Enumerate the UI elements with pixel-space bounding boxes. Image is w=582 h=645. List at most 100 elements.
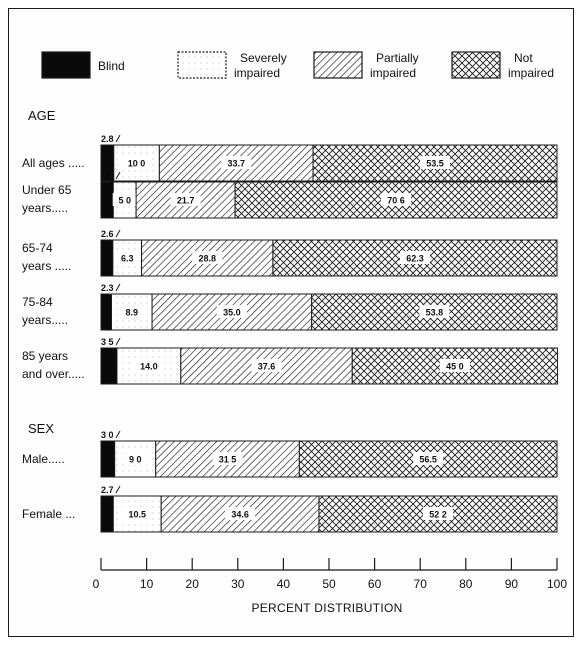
- data-label-severe: 10 0: [128, 159, 146, 169]
- data-label-severe: 9 0: [129, 455, 142, 465]
- x-tick-label: 0: [93, 577, 100, 591]
- data-label-not: 62.3: [406, 254, 424, 264]
- row-label: Under 65: [22, 183, 72, 197]
- bar-row: 75-84 years..... 2.3 8.9 35.0 53.8: [22, 283, 558, 331]
- x-tick-label: 90: [505, 577, 519, 591]
- legend-label-not: impaired: [508, 66, 554, 80]
- bar-row: All ages ..... 2.8 10 0 33.7 53.5: [22, 134, 558, 182]
- data-label-bg: [133, 359, 164, 372]
- bar-segment-blind: [100, 181, 114, 219]
- leader-line: [115, 485, 121, 494]
- bar-row: 65-74 years ..... 2.6 6.3 28.8 62.3: [22, 229, 558, 277]
- data-label-bg: [413, 452, 444, 465]
- legend-label-partial: impaired: [370, 66, 416, 80]
- data-label-bg: [170, 193, 201, 206]
- data-label-bg: [122, 507, 153, 520]
- data-label-bg: [225, 507, 256, 520]
- row-label: All ages .....: [22, 156, 85, 170]
- bar-segment-blind: [100, 239, 114, 277]
- legend-swatch-blind: [41, 51, 91, 79]
- x-tick-label: 100: [547, 577, 567, 591]
- x-axis: 0 10 20 30 40 50 60 70 80 90 100 PERCENT DISTRIBUTI…: [93, 558, 567, 615]
- data-label-blind: 3 5: [101, 337, 114, 347]
- x-tick-label: 70: [414, 577, 428, 591]
- data-label-severe: 14.0: [140, 362, 158, 372]
- legend-label-not: Not: [514, 51, 533, 65]
- data-label-bg: [192, 251, 223, 264]
- data-label-bg: [419, 305, 450, 318]
- legend-label-blind: Blind: [98, 59, 125, 73]
- data-label-not: 53.5: [426, 159, 444, 169]
- data-label-bg: [115, 251, 140, 264]
- legend: BlindSeverelyimpairedPartiallyimpairedNo…: [41, 51, 554, 80]
- bar-segment-severe: [110, 293, 153, 331]
- leader-line: [115, 337, 121, 346]
- data-label-bg: [112, 193, 137, 206]
- data-label-blind: 2.8: [101, 134, 114, 144]
- bar-row: Female ... 2.7 10.5 34.6 52 2: [22, 485, 558, 533]
- leader-line: [115, 229, 121, 238]
- data-label-blind: 2.3: [101, 283, 114, 293]
- data-label-blind: 2.7: [101, 485, 114, 495]
- x-axis-title: PERCENT DISTRIBUTION: [251, 601, 402, 615]
- data-label-bg: [216, 305, 247, 318]
- bar-row: Male..... 3 0 9 0 31 5 56.5: [22, 430, 558, 478]
- data-label-blind: 2.6: [101, 229, 114, 239]
- legend-label-severe: impaired: [234, 66, 280, 80]
- data-label-severe: 6.3: [121, 254, 134, 264]
- x-tick-label: 20: [186, 577, 200, 591]
- bar-segment-blind: [100, 440, 116, 478]
- bar-row: Under 65 years..... 2 7 5 0 21.7 70 6: [22, 171, 558, 219]
- data-label-partial: 28.8: [198, 254, 216, 264]
- data-label-partial: 21.7: [177, 196, 195, 206]
- x-tick-label: 30: [231, 577, 245, 591]
- legend-label-severe: Severely: [240, 51, 287, 65]
- group-heading: AGE: [28, 108, 56, 123]
- data-label-severe: 8.9: [126, 308, 139, 318]
- data-label-bg: [119, 305, 144, 318]
- data-label-bg: [221, 156, 252, 169]
- x-tick-label: 50: [322, 577, 336, 591]
- data-label-blind: 3 0: [101, 430, 114, 440]
- leader-line: [115, 283, 121, 292]
- data-label-not: 52 2: [429, 510, 447, 520]
- data-label-not: 45 0: [446, 362, 464, 372]
- data-label-partial: 33.7: [227, 159, 245, 169]
- x-tick-label: 60: [368, 577, 382, 591]
- bar-rows: AGE All ages ..... 2.8 10 0 33.7 53.5 Under 65…: [22, 108, 558, 533]
- row-label: years .....: [22, 259, 71, 273]
- row-label: and over.....: [22, 367, 85, 381]
- row-label: Male.....: [22, 452, 65, 466]
- data-label-not: 70 6: [387, 196, 405, 206]
- row-label: 85 years: [22, 349, 68, 363]
- legend-swatch-partial: [313, 51, 363, 79]
- data-label-bg: [381, 193, 412, 206]
- legend-label-partial: Partially: [376, 51, 419, 65]
- row-label: 65-74: [22, 241, 53, 255]
- leader-line: [115, 171, 121, 180]
- data-label-partial: 34.6: [231, 510, 249, 520]
- data-label-not: 56.5: [419, 455, 437, 465]
- data-label-severe: 10.5: [128, 510, 146, 520]
- leader-line: [115, 134, 121, 143]
- legend-swatch-not: [451, 51, 501, 79]
- bar-row: 85 years and over..... 3 5 14.0 37.6 45 0: [22, 337, 558, 385]
- row-label: years.....: [22, 313, 68, 327]
- data-label-not: 53.8: [426, 308, 444, 318]
- data-label-bg: [439, 359, 470, 372]
- legend-swatch-severe: [177, 51, 227, 79]
- data-label-bg: [420, 156, 451, 169]
- data-label-partial: 37.6: [258, 362, 276, 372]
- data-label-bg: [121, 156, 152, 169]
- group-heading: SEX: [28, 421, 54, 436]
- data-label-severe: 5 0: [118, 196, 131, 206]
- data-label-bg: [251, 359, 282, 372]
- bar-segment-blind: [100, 495, 114, 533]
- row-label: 75-84: [22, 295, 53, 309]
- x-tick-label: 10: [140, 577, 154, 591]
- bar-segment-blind: [100, 347, 118, 385]
- row-label: Female ...: [22, 507, 75, 521]
- data-label-blind: 2 7: [101, 171, 114, 181]
- x-tick-label: 40: [277, 577, 291, 591]
